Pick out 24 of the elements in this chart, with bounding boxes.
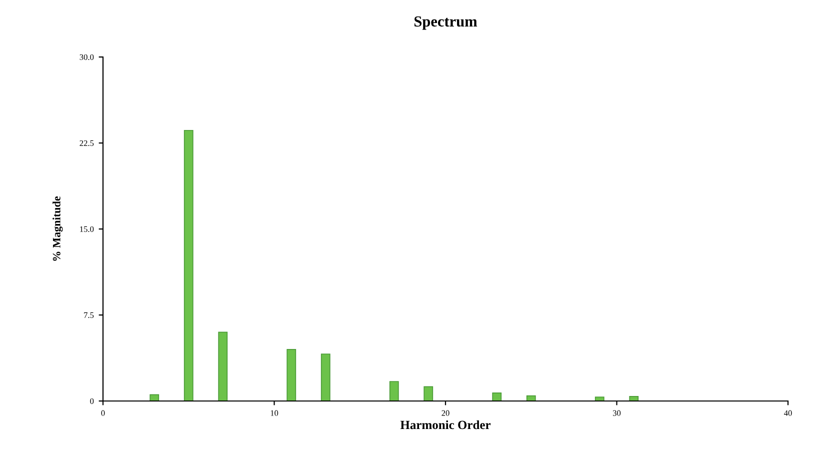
bar: [629, 396, 639, 401]
y-axis-title: % Magnitude: [52, 196, 63, 261]
x-tick-label: 30: [612, 410, 621, 416]
bar: [218, 332, 228, 401]
bar: [150, 394, 160, 401]
y-tick-label: 30.0: [80, 54, 94, 60]
y-tick-label: 0: [90, 398, 94, 404]
bar: [286, 348, 296, 401]
bar: [389, 381, 399, 401]
x-tick-label: 10: [270, 410, 278, 416]
bar: [424, 386, 434, 401]
chart-title: Spectrum: [414, 16, 478, 30]
x-axis-title: Harmonic Order: [400, 420, 491, 430]
y-tick-label: 22.5: [80, 140, 94, 146]
x-tick-label: 40: [784, 410, 792, 416]
y-tick-label: 7.5: [84, 312, 94, 318]
x-tick-label: 20: [442, 410, 450, 416]
bar: [184, 130, 194, 401]
bar: [320, 354, 330, 401]
bar: [594, 396, 604, 401]
x-tick-label: 0: [101, 410, 105, 416]
y-tick-label: 15.0: [80, 226, 94, 232]
bar: [492, 392, 502, 401]
bar: [526, 395, 536, 401]
